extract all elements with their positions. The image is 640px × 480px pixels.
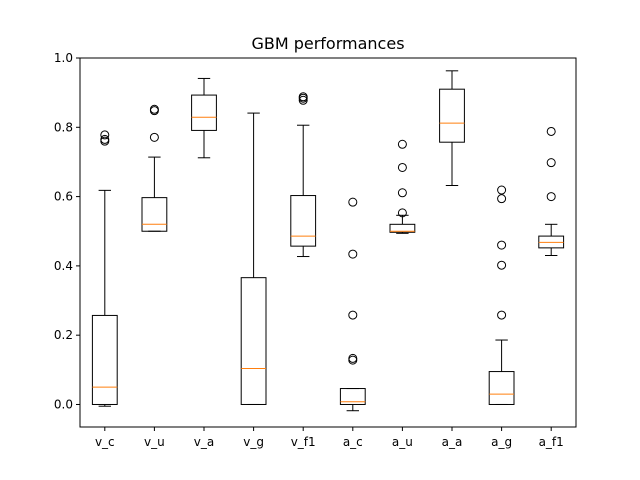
y-tick-label: 0.6: [54, 190, 73, 204]
x-tick-label: a_g: [491, 435, 512, 449]
y-tick-label: 1.0: [54, 51, 73, 65]
boxes-layer: [91, 70, 565, 412]
outlier-point: [397, 188, 407, 198]
box-a_c: [339, 197, 366, 412]
box-v_u: [141, 104, 168, 232]
x-tick-label: v_c: [95, 435, 115, 449]
box-v_f1: [290, 92, 317, 258]
plot-frame: [79, 57, 577, 428]
y-axis: 0.0 0.2 0.4 0.6 0.8 1.0: [54, 51, 80, 411]
box-iqr: [191, 94, 217, 131]
outlier-point: [397, 139, 407, 149]
box-iqr: [389, 223, 416, 233]
outlier-point: [348, 310, 358, 320]
box-v_c: [91, 130, 118, 407]
outlier-point: [497, 240, 507, 250]
x-tick-label: v_u: [144, 435, 165, 449]
x-tick-label: a_u: [392, 435, 413, 449]
outlier-point: [149, 132, 159, 142]
outlier-point: [348, 249, 358, 259]
outlier-point: [546, 158, 556, 168]
y-tick-label: 0.2: [54, 328, 73, 342]
box-iqr: [290, 195, 317, 247]
x-tick-label: v_a: [194, 435, 214, 449]
outlier-point: [497, 185, 507, 195]
box-v_a: [191, 77, 217, 159]
x-tick-label: v_g: [243, 435, 264, 449]
outlier-point: [100, 134, 110, 144]
box-a_a: [439, 70, 465, 187]
y-tick-label: 0.8: [54, 120, 73, 134]
x-tick-label: a_a: [442, 435, 463, 449]
outlier-point: [497, 194, 507, 204]
box-iqr: [240, 277, 267, 405]
box-iqr: [439, 88, 465, 143]
box-a_u: [389, 139, 416, 234]
outlier-point: [497, 310, 507, 320]
box-iqr: [339, 388, 366, 405]
box-iqr: [141, 197, 168, 232]
outlier-point: [546, 126, 556, 136]
outlier-point: [298, 95, 308, 105]
outlier-point: [298, 92, 308, 102]
box-a_f1: [538, 126, 565, 256]
box-iqr: [91, 314, 118, 405]
box-v_g: [240, 112, 267, 405]
x-tick-label: v_f1: [291, 435, 316, 449]
outlier-point: [149, 104, 159, 114]
outlier-point: [497, 260, 507, 270]
outlier-point: [397, 162, 407, 172]
y-tick-label: 0.0: [54, 397, 73, 411]
outlier-point: [397, 208, 407, 218]
box-iqr: [488, 371, 515, 405]
outlier-point: [100, 130, 110, 140]
x-tick-label: a_f1: [539, 435, 564, 449]
y-tick-label: 0.4: [54, 259, 73, 273]
outlier-point: [348, 353, 358, 363]
x-axis: v_c v_u v_a v_g v_f1 a_c a_u a_a a_g a_f1: [95, 427, 564, 449]
x-tick-label: a_c: [343, 435, 363, 449]
outlier-point: [348, 197, 358, 207]
chart-title: GBM performances: [251, 34, 404, 53]
outlier-point: [348, 355, 358, 365]
outlier-point: [546, 192, 556, 202]
box-a_g: [488, 185, 515, 405]
